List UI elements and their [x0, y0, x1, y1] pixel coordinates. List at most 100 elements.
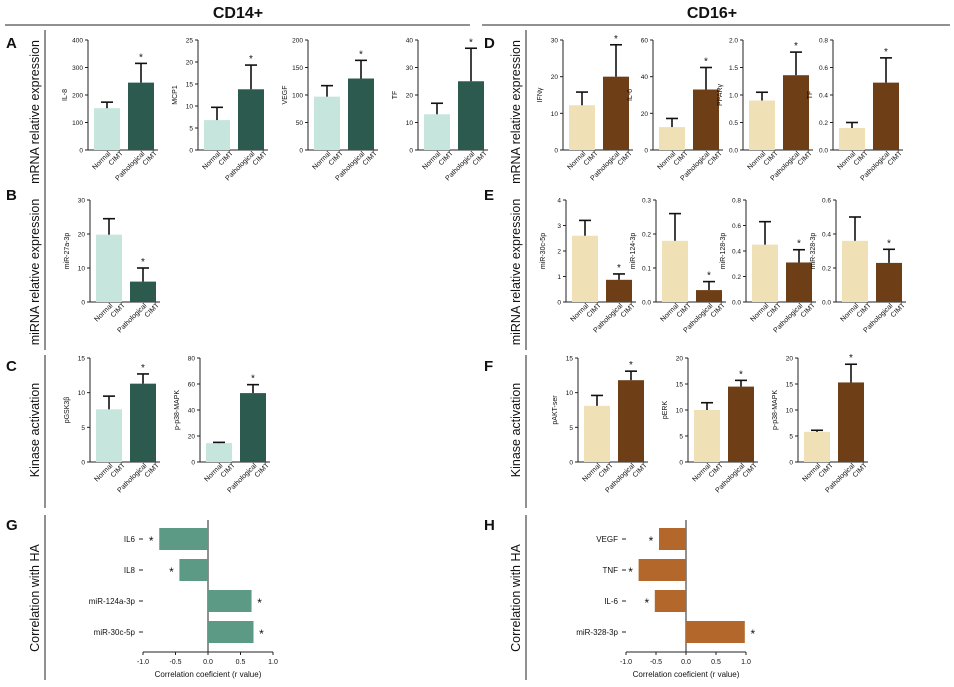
category-word: CIMT — [800, 302, 818, 320]
chart-a-0: 0100200300400IL-8NormalCIMT*Pathological… — [62, 38, 159, 183]
y-tick-label: 20 — [551, 74, 559, 81]
y-tick-label: 15 — [186, 82, 194, 89]
bar-pathological — [130, 281, 156, 302]
y-tick-label: 2.0 — [729, 38, 738, 45]
category-word: CIMT — [108, 150, 126, 168]
y-axis-label: miR-124-3p — [630, 233, 637, 270]
correlation-category-label: miR-30c-5p — [94, 628, 136, 637]
row-label-corr-right: Correlation with HA — [509, 544, 523, 652]
category-word: CIMT — [763, 150, 781, 168]
row-label-mrna-right: mRNA relative expression — [509, 40, 523, 184]
significance-star: * — [139, 52, 143, 63]
x-tick-label: -0.5 — [650, 659, 662, 666]
bar-pathological — [838, 382, 864, 462]
x-tick-label: 1.0 — [741, 659, 751, 666]
y-tick-label: 30 — [406, 65, 414, 72]
category-word: CIMT — [797, 150, 815, 168]
y-tick-label: 40 — [406, 38, 414, 45]
bar-normal — [659, 127, 685, 150]
y-axis-label: TF — [807, 91, 814, 100]
significance-star: * — [251, 374, 255, 385]
significance-star: * — [257, 596, 262, 610]
bar-pathological — [603, 76, 629, 150]
y-tick-label: 5 — [189, 126, 193, 133]
bar-normal — [842, 240, 868, 302]
chart-e-13: 0.00.20.40.60.8miR-128-3pNormalCIMT*Path… — [720, 198, 818, 335]
y-tick-label: 3 — [557, 223, 561, 230]
bar-normal — [424, 114, 450, 150]
y-tick-label: 5 — [81, 425, 85, 432]
charts-layer: 0100200300400IL-8NormalCIMT*Pathological… — [62, 34, 907, 679]
category-word: CIMT — [707, 150, 725, 168]
chart-f-17: 05101520p-p38-MAPKNormalCIMT*Pathologica… — [772, 353, 869, 494]
y-tick-label: 2 — [557, 249, 561, 256]
y-tick-label: 0 — [644, 148, 648, 155]
category-word: CIMT — [110, 462, 128, 480]
y-tick-label: 300 — [72, 65, 83, 72]
correlation-category-label: IL6 — [124, 535, 136, 544]
y-tick-label: 0.5 — [729, 120, 738, 127]
x-axis-label: Correlation coeficient (r value) — [155, 670, 262, 679]
bar-pathological — [128, 82, 154, 150]
y-tick-label: 5 — [569, 425, 573, 432]
chart-a-1: 0510152025MCP1NormalCIMT*PathologicalCIM… — [172, 38, 269, 183]
bar-normal — [839, 128, 865, 150]
significance-star: * — [614, 34, 618, 45]
significance-star: * — [149, 534, 154, 548]
bar-normal — [94, 108, 120, 150]
category-word: CIMT — [362, 150, 380, 168]
bar-normal — [749, 100, 775, 150]
y-tick-label: 200 — [72, 93, 83, 100]
y-tick-label: 5 — [679, 434, 683, 441]
category-word: CIMT — [472, 150, 490, 168]
y-tick-label: 20 — [186, 60, 194, 67]
y-axis-label: MCP1 — [172, 85, 179, 105]
category-word: CIMT — [617, 150, 635, 168]
y-tick-label: 10 — [78, 390, 86, 397]
category-word: CIMT — [110, 302, 128, 320]
y-tick-label: 0.0 — [819, 148, 828, 155]
y-tick-label: 0 — [554, 148, 558, 155]
bar-normal — [804, 431, 830, 462]
category-word: CIMT — [887, 150, 905, 168]
y-tick-label: 15 — [78, 356, 86, 363]
y-axis-label: pGSK3β — [64, 397, 71, 424]
y-axis-label: miR-30c-5p — [540, 233, 547, 269]
significance-star: * — [884, 47, 888, 58]
significance-star: * — [359, 49, 363, 60]
panel-letter-a: A — [6, 35, 17, 52]
y-tick-label: 20 — [406, 93, 414, 100]
category-word: CIMT — [673, 150, 691, 168]
y-tick-label: 0 — [679, 460, 683, 467]
bar-normal — [572, 235, 598, 302]
chart-c-6: 020406080p-p38-MAPKNormalCIMT*Pathologic… — [174, 356, 271, 495]
correlation-bar — [638, 559, 686, 581]
y-tick-label: 30 — [78, 198, 86, 205]
y-tick-label: 20 — [641, 111, 649, 118]
bar-pathological — [130, 383, 156, 462]
y-tick-label: 40 — [641, 74, 649, 81]
bar-normal — [96, 234, 122, 302]
row-label-mirna-right: miRNA relative expression — [509, 199, 523, 346]
y-axis-label: PPARγ — [717, 83, 724, 106]
bar-pathological — [873, 82, 899, 150]
header-cd16: CD16+ — [687, 5, 737, 22]
y-axis-label: IL-8 — [62, 89, 69, 101]
y-tick-label: 20 — [786, 356, 794, 363]
y-tick-label: 100 — [292, 93, 303, 100]
bar-normal — [694, 410, 720, 462]
bar-pathological — [783, 75, 809, 150]
bar-normal — [204, 120, 230, 150]
y-tick-label: 10 — [186, 104, 194, 111]
y-tick-label: 15 — [786, 382, 794, 389]
bar-normal — [206, 443, 232, 462]
x-tick-label: -1.0 — [137, 659, 149, 666]
y-axis-label: pERK — [662, 401, 669, 420]
static-layer: CD14+ CD16+ A B C D E F G H mRNA relativ… — [5, 5, 950, 680]
x-tick-label: 0.0 — [681, 659, 691, 666]
x-tick-label: -1.0 — [620, 659, 632, 666]
x-tick-label: 0.0 — [203, 659, 213, 666]
correlation-bar — [686, 621, 745, 643]
category-word: CIMT — [853, 150, 871, 168]
